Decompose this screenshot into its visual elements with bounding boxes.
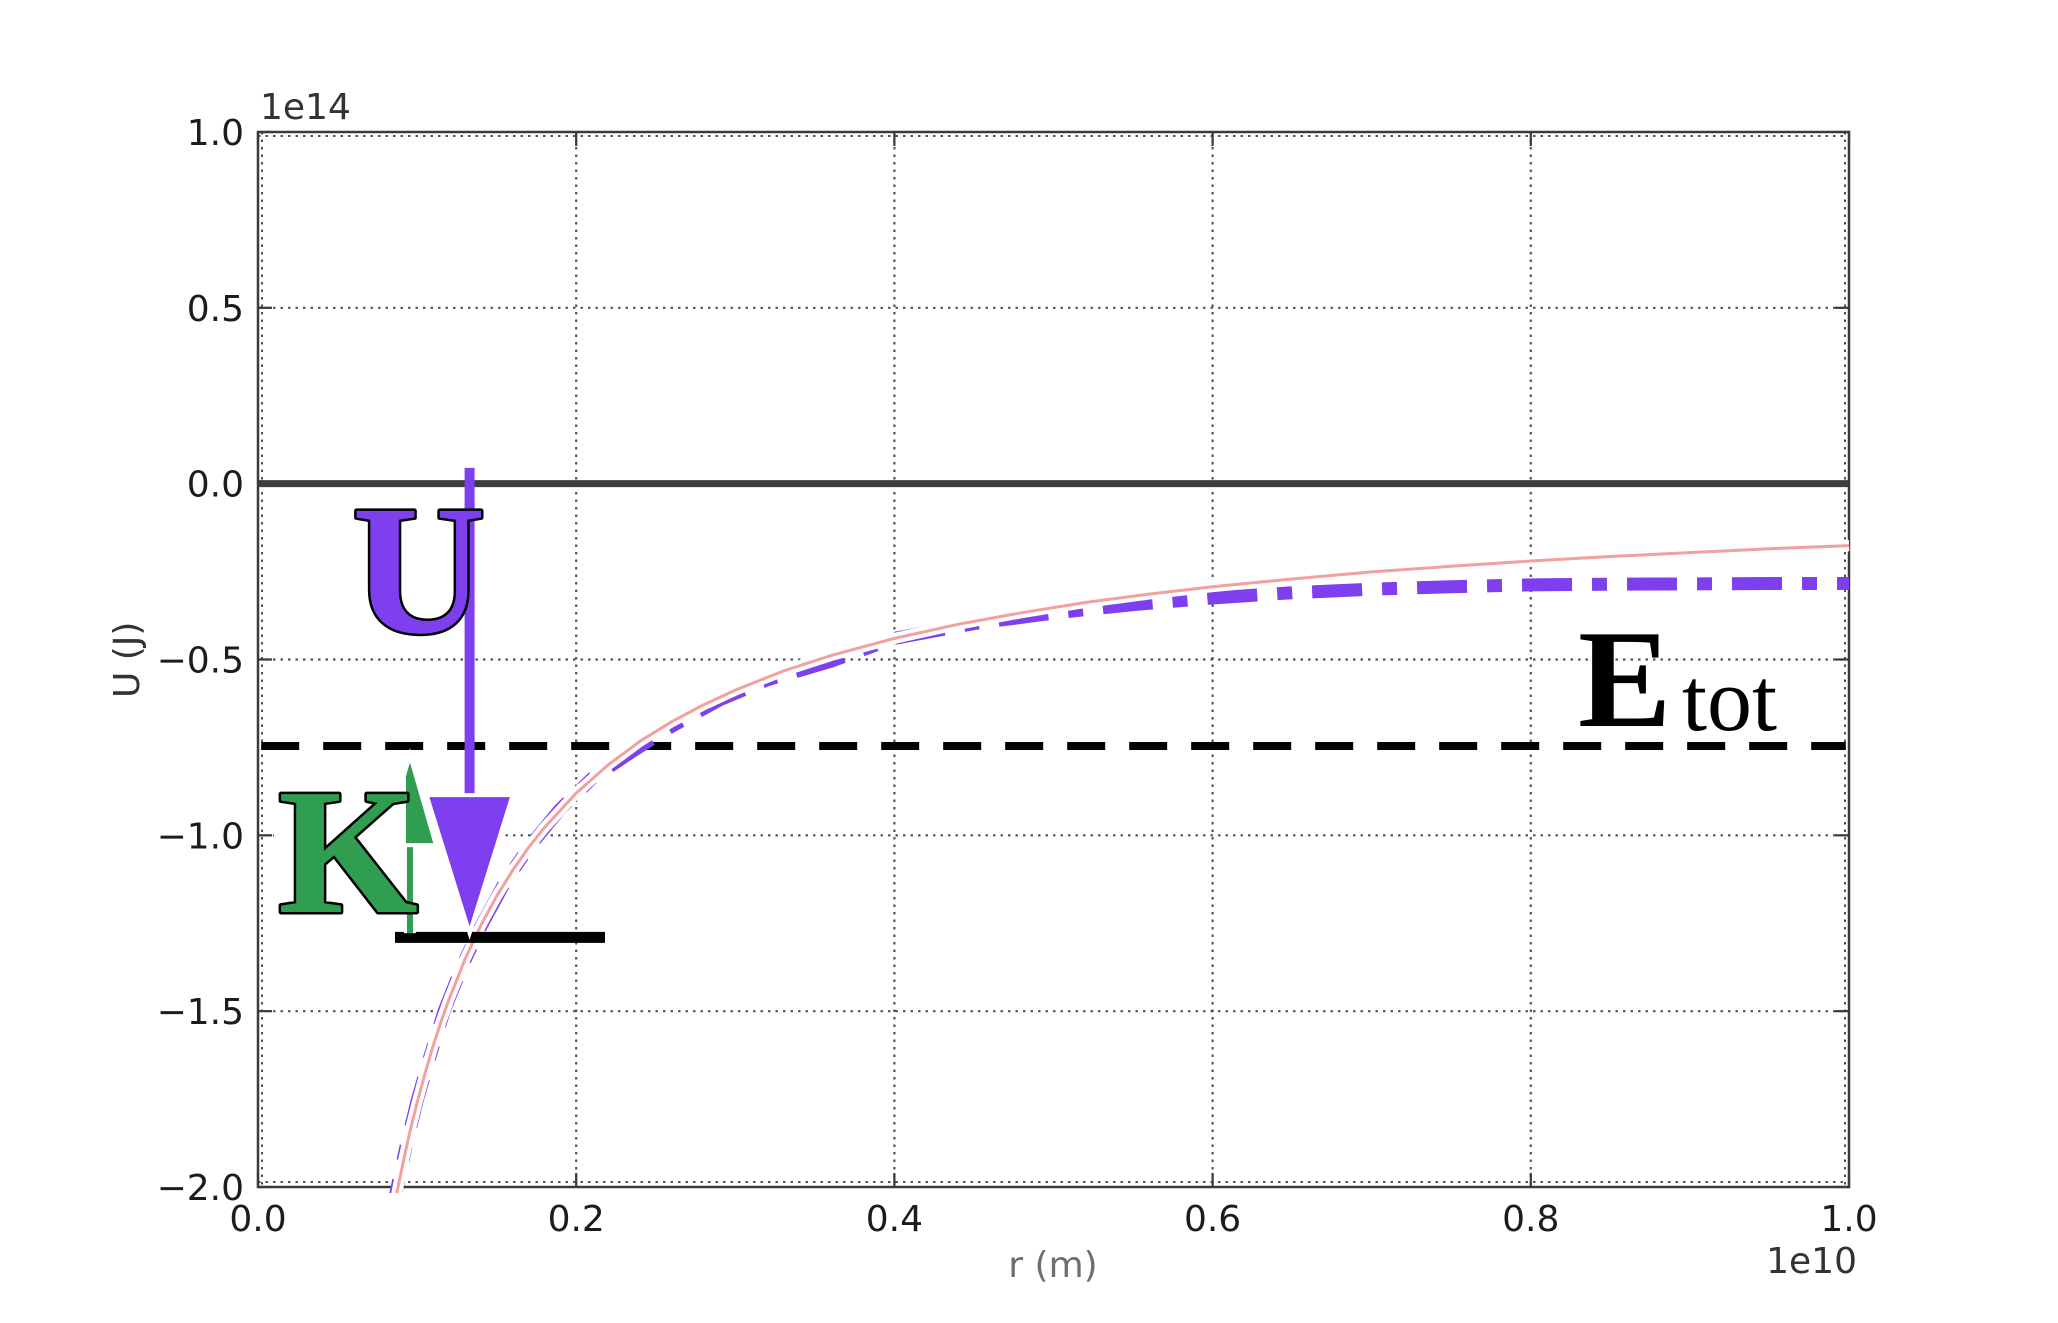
y-tick-label: 0.5 [187, 289, 244, 330]
y-tick-label: −2.0 [157, 1168, 244, 1209]
etot-label-sub: tot [1682, 651, 1777, 750]
potential-curve-red [395, 544, 1850, 1193]
x-tick-label: 0.6 [1184, 1199, 1241, 1240]
x-tick-label: 0.0 [229, 1199, 286, 1240]
y-tick-label: −0.5 [157, 641, 244, 682]
x-axis-title: r (m) [1008, 1245, 1098, 1286]
y-tick-label: 0.0 [187, 465, 244, 506]
u-arrow-head [423, 793, 516, 940]
k-label: K [278, 752, 418, 951]
x-axis-scale-label: 1e10 [1766, 1241, 1857, 1282]
y-tick-label: −1.0 [157, 816, 244, 857]
y-tick-label: 1.0 [187, 113, 244, 154]
k-label-backdrop [274, 778, 406, 920]
etot-label: E [1578, 602, 1671, 757]
x-tick-label: 0.8 [1502, 1199, 1559, 1240]
y-axis-title: U (J) [107, 621, 149, 699]
x-tick-label: 0.4 [866, 1199, 923, 1240]
u-label: U [352, 468, 486, 673]
y-axis-scale-label: 1e14 [260, 87, 351, 128]
x-tick-label: 1.0 [1820, 1199, 1877, 1240]
y-tick-label: −1.5 [157, 992, 244, 1033]
x-tick-label: 0.2 [548, 1199, 605, 1240]
